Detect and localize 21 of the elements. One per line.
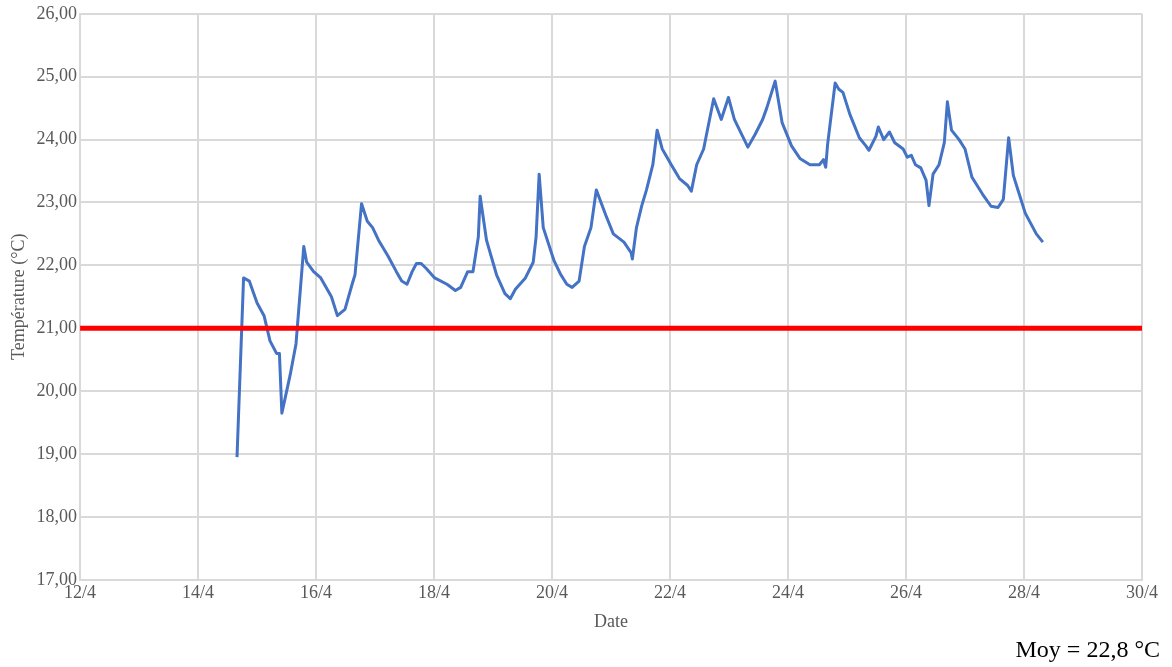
y-tick-label: 21,00	[36, 316, 78, 337]
x-axis-title: Date	[594, 610, 629, 631]
x-tick-label: 28/4	[1008, 582, 1041, 603]
x-tick-label: 14/4	[182, 582, 215, 603]
text: Moy = 22,8 °C	[1015, 636, 1160, 663]
x-tick-label: 20/4	[536, 582, 569, 603]
y-tick-label: 26,00	[36, 2, 78, 23]
y-tick-label: 18,00	[36, 505, 78, 526]
x-tick-label: 30/4	[1125, 582, 1159, 603]
x-tick-label: 26/4	[890, 582, 923, 603]
y-tick-label: 23,00	[36, 191, 78, 212]
y-tick-label: 19,00	[36, 442, 78, 463]
y-tick-label: 25,00	[36, 65, 78, 86]
x-tick-label: 22/4	[654, 582, 687, 603]
x-tick-label: 24/4	[772, 582, 805, 603]
y-tick-label: 20,00	[36, 379, 78, 400]
y-axis-title: Température (°C)	[7, 233, 29, 360]
x-tick-label: 18/4	[418, 582, 451, 603]
y-tick-label: 22,00	[36, 254, 78, 275]
x-tick-label: 16/4	[300, 582, 333, 603]
y-tick-label: 24,00	[36, 128, 78, 149]
